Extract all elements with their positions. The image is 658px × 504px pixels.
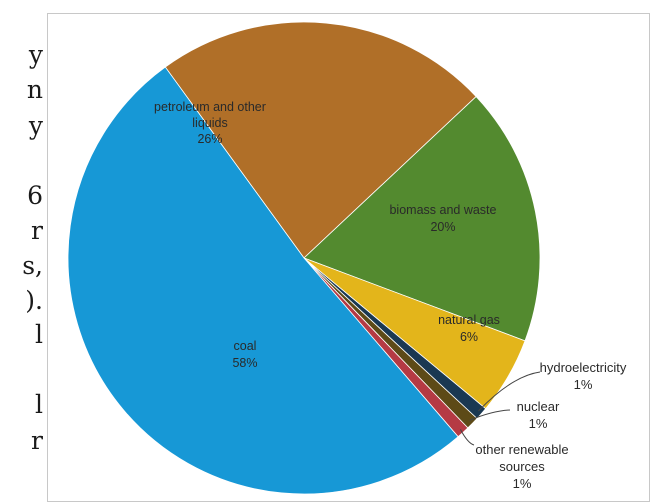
slice-value-biomass: 20% bbox=[430, 220, 455, 234]
slice-label-petroleum-line1: petroleum and other bbox=[154, 100, 266, 114]
slice-label-coal: coal bbox=[234, 339, 257, 353]
side-text-column: y n y 6 r s, ). l l r bbox=[0, 0, 45, 504]
side-text-line: r bbox=[31, 426, 43, 455]
side-text-line: y bbox=[28, 40, 43, 69]
slice-value-hydroelectricity: 1% bbox=[574, 377, 593, 392]
side-text-line: s, bbox=[22, 251, 43, 280]
slice-label-petroleum-line2: liquids bbox=[192, 116, 227, 130]
slice-value-petroleum: 26% bbox=[197, 132, 222, 146]
slice-value-other-renewable: 1% bbox=[513, 476, 532, 491]
side-text-line: ). bbox=[25, 286, 43, 315]
slice-label-natural-gas: natural gas bbox=[438, 313, 500, 327]
slice-label-biomass: biomass and waste bbox=[389, 203, 496, 217]
side-text-line: y bbox=[28, 111, 43, 140]
slice-value-natural-gas: 6% bbox=[460, 330, 478, 344]
slice-value-nuclear: 1% bbox=[529, 416, 548, 431]
side-text-line: l bbox=[35, 320, 43, 349]
slice-label-hydroelectricity: hydroelectricity bbox=[540, 360, 627, 375]
slice-label-nuclear: nuclear bbox=[517, 399, 560, 414]
leader-line-other-renewable-sources bbox=[459, 429, 475, 446]
side-text-line: 6 bbox=[27, 181, 43, 210]
side-text-line: n bbox=[26, 75, 43, 104]
side-text-line: l bbox=[35, 390, 43, 419]
leader-line-hydroelectricity bbox=[478, 371, 541, 412]
pie-slice-coal bbox=[67, 66, 459, 495]
leader-line-nuclear bbox=[469, 409, 511, 421]
pie-slice-petroleum-and-other-liquids bbox=[164, 21, 477, 259]
slice-label-other-renewable-line1: other renewable bbox=[475, 442, 568, 457]
slice-label-other-renewable-line2: sources bbox=[499, 459, 545, 474]
slice-value-coal: 58% bbox=[232, 356, 257, 370]
side-text-line: r bbox=[31, 216, 43, 245]
